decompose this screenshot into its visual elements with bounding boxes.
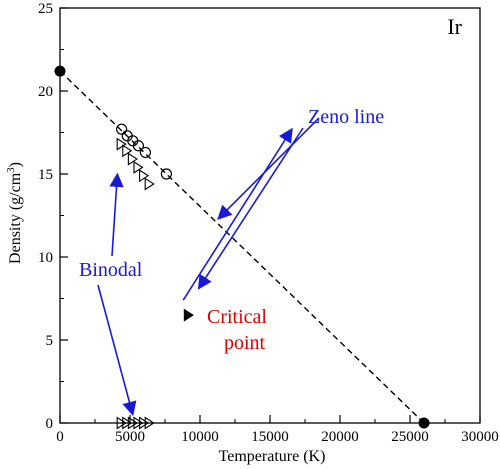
- x-tick-label: 20000: [321, 429, 359, 445]
- binodal-triangle-point: [127, 416, 138, 430]
- critical-point-marker: [183, 308, 194, 322]
- binodal-liquid-circle-point: [139, 146, 151, 159]
- binodal-triangle-point: [116, 416, 127, 430]
- x-tick-label: 10000: [181, 429, 219, 445]
- binodal-label: Binodal: [79, 259, 143, 281]
- zeno-line: [59, 70, 425, 424]
- binodal-triangle-point: [122, 416, 133, 430]
- binodal-lower-arrow: [97, 284, 137, 417]
- binodal-triangle-point: [116, 137, 127, 151]
- plot-frame: [59, 7, 481, 424]
- y-axis-label-sup: 3: [5, 167, 17, 173]
- y-axis-label-close: ): [7, 162, 24, 167]
- y-tick-label: 15: [38, 167, 53, 183]
- binodal-liquid-circle-point: [160, 168, 172, 180]
- x-axis-label: Temperature (K): [219, 448, 326, 465]
- critical-point-label-line2: point: [224, 332, 266, 354]
- zeno-line-arrow: [217, 117, 320, 220]
- y-tick-label: 20: [38, 84, 53, 100]
- critical-point-label-line1: Critical: [207, 306, 267, 328]
- y-tick-label: 25: [38, 1, 53, 17]
- y-tick-label: 0: [46, 416, 54, 432]
- x-tick-label: 15000: [251, 429, 289, 445]
- binodal-triangle-point: [122, 144, 133, 158]
- binodal-liquid-circle-point: [132, 140, 144, 152]
- binodal-triangle-point: [144, 416, 155, 430]
- zeno-arrow: [197, 127, 304, 290]
- binodal-triangle-point: [139, 416, 150, 430]
- zeno-arrow: [182, 127, 293, 301]
- binodal-triangle-point: [144, 177, 155, 191]
- binodal-upper-arrow: [109, 172, 124, 257]
- y-tick-label: 5: [46, 333, 54, 349]
- zeno-line-label: Zeno line: [308, 106, 384, 128]
- x-tick-label: 5000: [115, 429, 145, 445]
- y-axis-label-main: Density (g/cm: [7, 172, 24, 264]
- y-axis-label: Density (g/cm3): [5, 162, 24, 264]
- y-tick-label: 10: [38, 250, 53, 266]
- binodal-triangle-point: [127, 152, 138, 166]
- x-tick-label: 30000: [461, 429, 499, 445]
- binodal-triangle-point: [133, 416, 144, 430]
- binodal-liquid-circle-point: [115, 123, 128, 135]
- panel-label: Ir: [447, 14, 462, 39]
- zeno-endpoint-point: [54, 65, 66, 77]
- zeno-endpoint-point: [418, 417, 430, 429]
- x-tick-label: 0: [56, 429, 64, 445]
- x-tick-label: 25000: [391, 429, 429, 445]
- binodal-triangle-point: [133, 160, 144, 174]
- binodal-triangle-point: [139, 169, 150, 183]
